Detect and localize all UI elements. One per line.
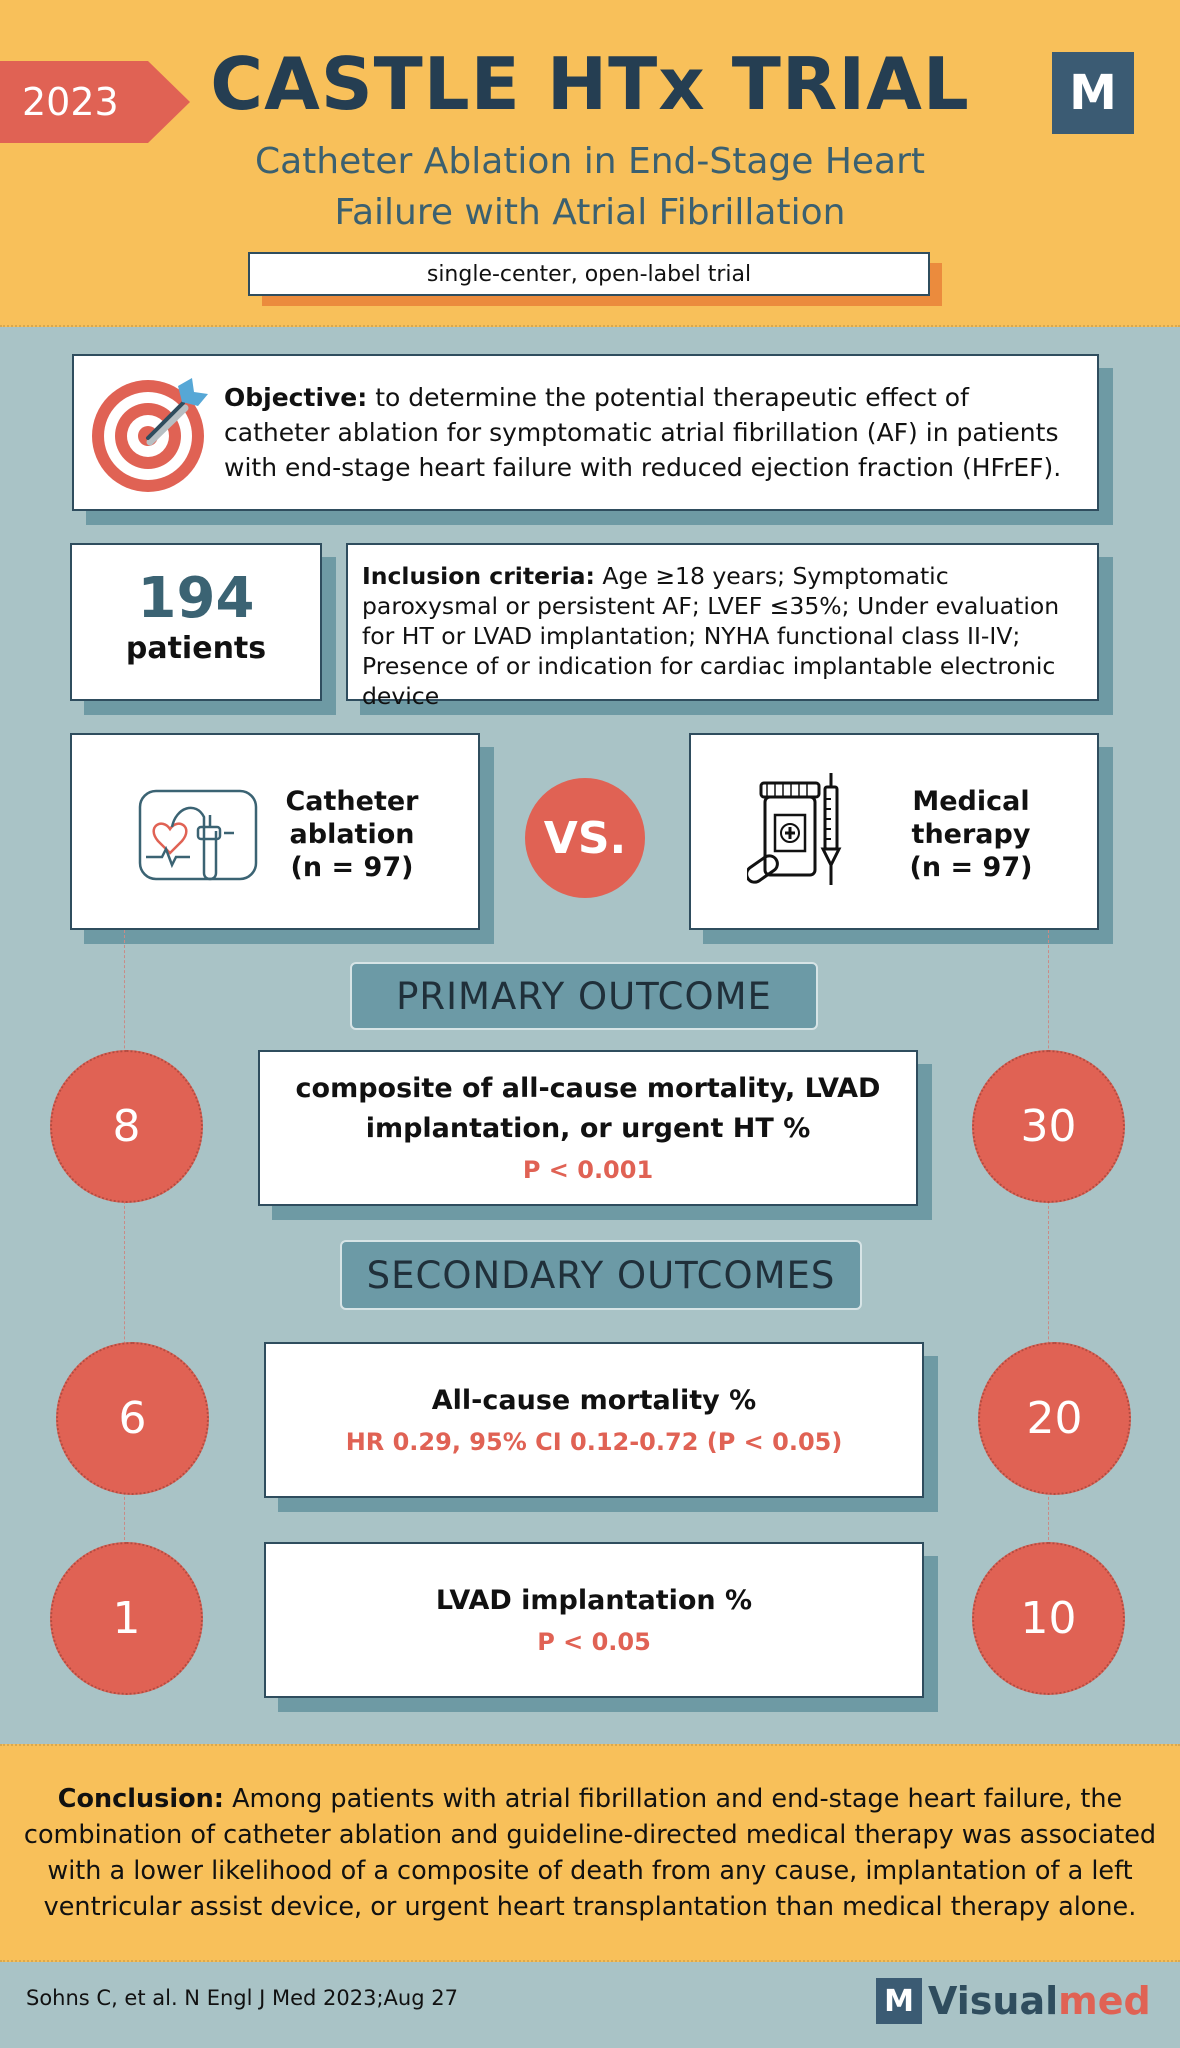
primary-outcome-line-1: composite of all-cause mortality, LVAD bbox=[295, 1073, 881, 1104]
citation: Sohns C, et al. N Engl J Med 2023;Aug 27 bbox=[26, 1986, 458, 2010]
subtitle-line-2: Failure with Atrial Fibrillation bbox=[334, 192, 846, 233]
primary-outcome-card: composite of all-cause mortality, LVAD i… bbox=[258, 1050, 918, 1206]
inclusion-criteria-card: Inclusion criteria: Age ≥18 years; Sympt… bbox=[346, 543, 1099, 710]
target-icon bbox=[92, 378, 208, 492]
brand-logo: M bbox=[1052, 52, 1134, 134]
objective-text: Objective: to determine the potential th… bbox=[224, 380, 1079, 485]
right-arm-label: Medical therapy (n = 97) bbox=[891, 785, 1051, 884]
trial-design-label: single-center, open-label trial bbox=[426, 261, 752, 287]
primary-outcome-line-2: implantation, or urgent HT % bbox=[365, 1113, 811, 1144]
inclusion-criteria-label: Inclusion criteria: bbox=[362, 562, 595, 590]
right-connector-line bbox=[1048, 930, 1049, 1550]
secondary-outcomes-heading: SECONDARY OUTCOMES bbox=[340, 1240, 862, 1310]
catheter-ablation-arm: Catheter ablation (n = 97) bbox=[70, 733, 480, 930]
right-arm-line-2: therapy bbox=[911, 819, 1031, 850]
visualmed-wordmark: Visualmed bbox=[928, 1979, 1151, 2023]
mortality-outcome-card: All-cause mortality % HR 0.29, 95% CI 0.… bbox=[264, 1342, 924, 1498]
objective-body: to determine the potential therapeutic e… bbox=[224, 383, 1062, 482]
conclusion-label: Conclusion: bbox=[57, 1784, 224, 1814]
left-arm-label: Catheter ablation (n = 97) bbox=[272, 785, 432, 884]
header-banner: 2023 CASTLE HTx TRIAL M Catheter Ablatio… bbox=[0, 0, 1180, 327]
conclusion-banner: Conclusion: Among patients with atrial f… bbox=[0, 1744, 1180, 1962]
visualmed-logo: M Visualmed bbox=[876, 1977, 1151, 2025]
left-arm-line-3: (n = 97) bbox=[290, 852, 414, 883]
right-arm-line-1: Medical bbox=[912, 786, 1030, 817]
wordmark-part-a: Visual bbox=[928, 1979, 1059, 2023]
objective-card: Objective: to determine the potential th… bbox=[72, 354, 1099, 511]
primary-ablation-value: 8 bbox=[50, 1050, 203, 1203]
primary-p-value: P < 0.001 bbox=[522, 1156, 654, 1184]
objective-label: Objective: bbox=[224, 383, 368, 412]
mortality-title: All-cause mortality % bbox=[431, 1385, 757, 1416]
catheter-heart-icon bbox=[138, 789, 258, 881]
mortality-medical-value: 20 bbox=[978, 1342, 1131, 1495]
lvad-stat: P < 0.05 bbox=[537, 1628, 651, 1656]
trial-design-box: single-center, open-label trial bbox=[248, 252, 930, 296]
left-connector-line bbox=[124, 930, 125, 1550]
primary-medical-value: 30 bbox=[972, 1050, 1125, 1203]
patient-count: 194 bbox=[137, 566, 255, 631]
year-tag: 2023 bbox=[0, 61, 190, 143]
patient-count-label: patients bbox=[125, 631, 267, 666]
lvad-title: LVAD implantation % bbox=[435, 1585, 753, 1616]
inclusion-criteria-body: Age ≥18 years; Symptomatic paroxysmal or… bbox=[362, 562, 1060, 710]
lvad-medical-value: 10 bbox=[972, 1542, 1125, 1695]
primary-outcome-heading: PRIMARY OUTCOME bbox=[350, 962, 818, 1030]
versus-badge: VS. bbox=[525, 778, 645, 898]
inclusion-criteria-text: Inclusion criteria: Age ≥18 years; Sympt… bbox=[362, 561, 1083, 711]
conclusion-body: Among patients with atrial fibrillation … bbox=[23, 1784, 1157, 1922]
wordmark-part-b: med bbox=[1058, 1979, 1151, 2023]
right-arm-line-3: (n = 97) bbox=[909, 852, 1033, 883]
lvad-outcome-card: LVAD implantation % P < 0.05 bbox=[264, 1542, 924, 1698]
patient-count-card: 194 patients bbox=[70, 543, 322, 701]
page-subtitle: Catheter Ablation in End-Stage Heart Fai… bbox=[190, 136, 990, 238]
left-arm-line-2: ablation bbox=[289, 819, 415, 850]
subtitle-line-1: Catheter Ablation in End-Stage Heart bbox=[254, 141, 926, 182]
medical-therapy-arm: Medical therapy (n = 97) bbox=[689, 733, 1099, 930]
lvad-ablation-value: 1 bbox=[50, 1542, 203, 1695]
conclusion-text: Conclusion: Among patients with atrial f… bbox=[22, 1781, 1158, 1925]
page-title: CASTLE HTx TRIAL bbox=[210, 42, 970, 126]
mortality-stat: HR 0.29, 95% CI 0.12-0.72 (P < 0.05) bbox=[345, 1428, 843, 1456]
visualmed-logo-mark: M bbox=[876, 1978, 922, 2024]
medication-syringe-icon bbox=[747, 773, 842, 885]
left-arm-line-1: Catheter bbox=[285, 786, 419, 817]
mortality-ablation-value: 6 bbox=[56, 1342, 209, 1495]
